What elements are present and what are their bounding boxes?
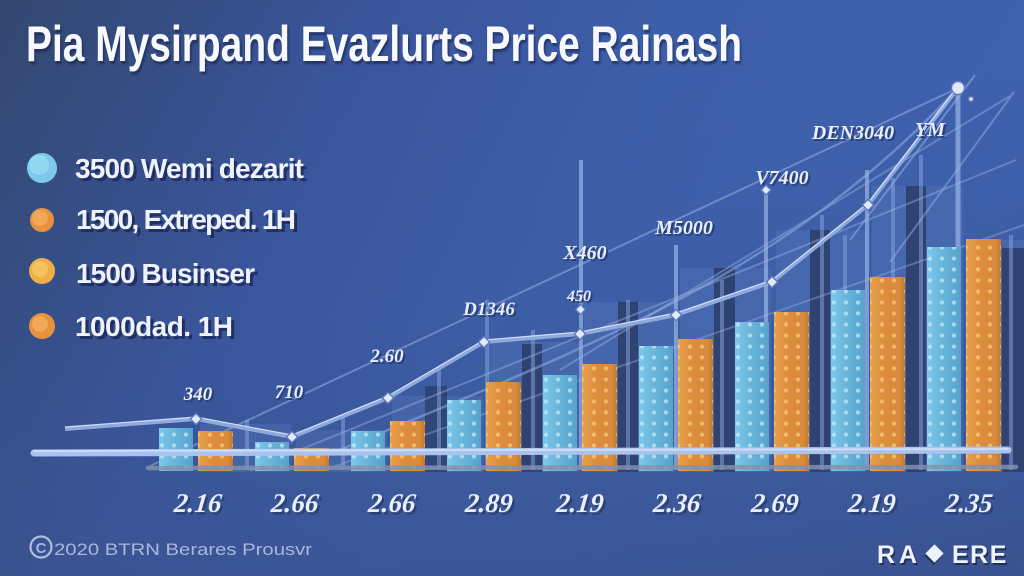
svg-text:V7400: V7400 <box>755 167 808 189</box>
svg-text:ERE: ERE <box>952 541 1008 569</box>
svg-text:DEN3040: DEN3040 <box>811 122 894 144</box>
svg-text:2.16: 2.16 <box>172 488 224 518</box>
svg-text:340: 340 <box>183 384 213 405</box>
svg-text:R: R <box>877 541 895 569</box>
svg-text:D1346: D1346 <box>462 299 515 320</box>
svg-text:X460: X460 <box>562 242 606 264</box>
svg-text:2.36: 2.36 <box>651 488 703 518</box>
svg-text:M5000: M5000 <box>654 217 713 239</box>
svg-text:A: A <box>899 541 917 569</box>
svg-text:450: 450 <box>566 288 591 305</box>
svg-text:1500, Extreped. 1H: 1500, Extreped. 1H <box>76 204 296 235</box>
svg-text:2.69: 2.69 <box>749 488 801 518</box>
svg-text:2.66: 2.66 <box>366 488 418 518</box>
svg-text:710: 710 <box>275 382 304 403</box>
svg-text:Pia Mysirpand Evazlurts Price: Pia Mysirpand Evazlurts Price Rainash <box>26 16 742 72</box>
svg-text:2.35: 2.35 <box>943 488 994 518</box>
svg-text:C: C <box>36 540 47 557</box>
svg-text:3500 Wemi dezarit: 3500 Wemi dezarit <box>75 153 304 184</box>
svg-text:2020 BTRN Berares Prousvr: 2020 BTRN Berares Prousvr <box>54 540 312 559</box>
svg-text:2.19: 2.19 <box>554 488 606 518</box>
svg-text:1500 Businser: 1500 Businser <box>76 258 255 289</box>
svg-text:1000dad. 1H: 1000dad. 1H <box>75 311 233 342</box>
svg-text:2.60: 2.60 <box>369 346 404 367</box>
svg-text:2.19: 2.19 <box>846 488 898 518</box>
svg-text:YM: YM <box>915 119 946 141</box>
svg-text:2.89: 2.89 <box>463 488 515 518</box>
svg-text:2.66: 2.66 <box>269 488 321 518</box>
